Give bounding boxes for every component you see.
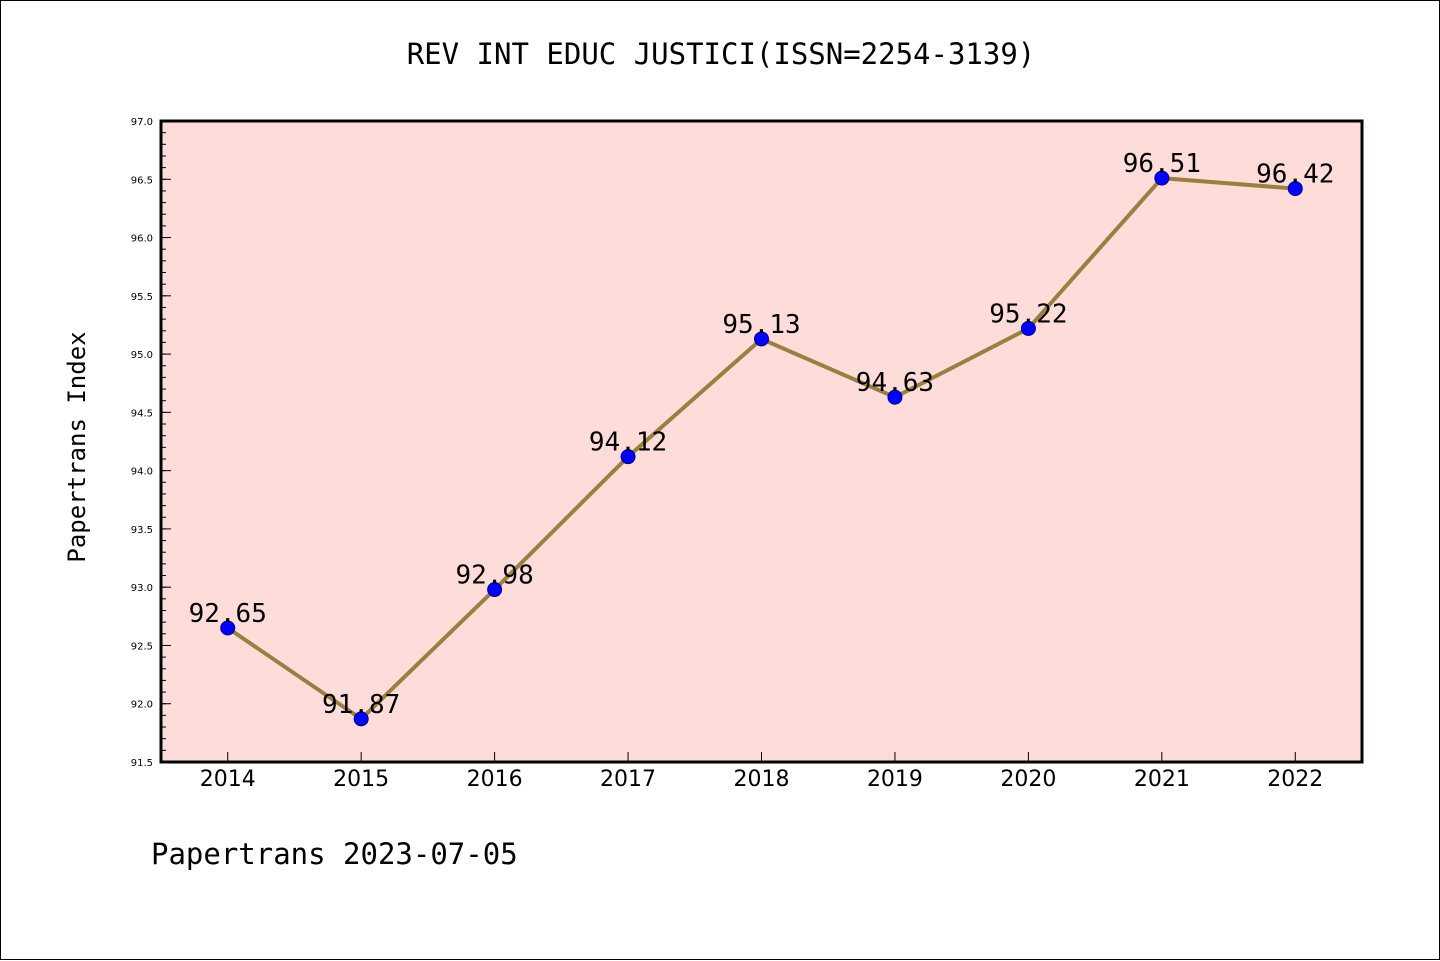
data-label: 95.22 [989,299,1067,329]
data-label: 94.63 [856,368,934,398]
data-point [1287,181,1303,197]
data-point [754,331,769,347]
y-tick-label: 96.0 [131,234,153,245]
y-tick-label: 94.0 [131,467,153,478]
x-tick-label: 2016 [467,767,523,792]
footer-text: Papertrans 2023-07-05 [151,837,518,871]
data-point [353,711,369,727]
x-tick-label: 2014 [200,767,256,792]
data-point [487,582,503,598]
y-tick-label: 94.5 [131,408,153,419]
x-tick-label: 2017 [600,767,656,792]
x-tick-label: 2015 [333,767,389,792]
plot-area [161,121,1362,762]
y-tick-label: 91.5 [131,758,153,769]
data-label: 92.98 [455,561,533,591]
data-label: 94.12 [589,428,667,458]
x-tick-label: 2021 [1134,767,1190,792]
data-point [620,449,636,465]
x-tick-label: 2019 [867,767,923,792]
y-tick-label: 92.5 [131,641,153,652]
data-label: 91.87 [322,690,400,720]
data-point [887,389,903,405]
data-point [220,620,236,636]
x-tick-label: 2022 [1267,767,1323,792]
y-tick-label: 96.5 [131,175,153,186]
data-label: 92.65 [189,599,267,629]
data-point [1154,170,1170,186]
y-tick-label: 92.0 [131,700,153,711]
chart-title: REV INT EDUC JUSTICI(ISSN=2254-3139) [406,37,1036,71]
data-label: 96.42 [1256,160,1334,190]
data-label: 95.13 [722,310,800,340]
y-tick-label: 97.0 [131,117,153,128]
plot-border [159,119,1364,764]
y-tick-label: 95.5 [131,292,153,303]
x-tick-label: 2020 [1000,767,1056,792]
x-tick-label: 2018 [734,767,790,792]
y-tick-label: 93.5 [131,525,153,536]
y-tick-label: 93.0 [131,583,153,594]
data-label: 96.51 [1123,149,1201,179]
y-tick-label: 95.0 [131,350,153,361]
data-point [1020,320,1036,336]
